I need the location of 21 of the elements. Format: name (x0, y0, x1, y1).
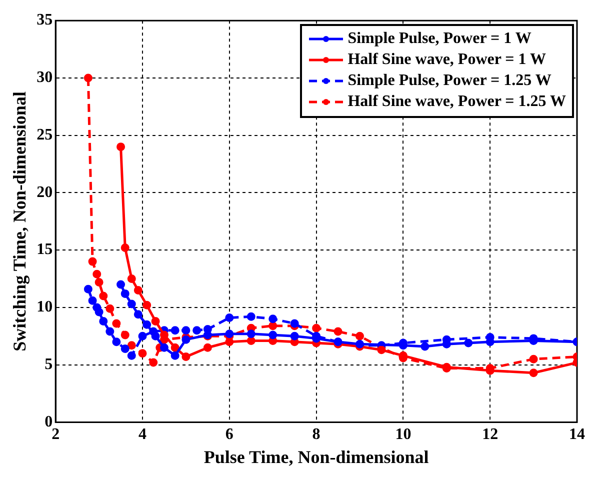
x-tick-label: 10 (395, 426, 412, 443)
y-tick-label: 10 (36, 298, 53, 316)
y-axis-title: Switching Time, Non-dimensional (9, 91, 30, 352)
y-tick-label: 30 (36, 69, 53, 86)
y-tick-label: 35 (36, 12, 53, 29)
x-tick-label: 14 (569, 426, 585, 443)
x-tick-label: 2 (52, 426, 60, 443)
legend-label: Half Sine wave, Power = 1 W (348, 51, 546, 70)
legend-label: Simple Pulse, Power = 1 W (348, 30, 532, 48)
y-tick-label: 15 (36, 241, 53, 258)
y-tick-label: 20 (36, 184, 53, 201)
y-tick-label: 0 (44, 413, 53, 430)
legend-label: Simple Pulse, Power = 1.25 W (348, 72, 552, 90)
x-tick-label: 6 (225, 426, 234, 443)
x-tick-label: 12 (482, 426, 498, 443)
x-tick-label: 8 (312, 426, 320, 443)
y-tick-label: 25 (36, 126, 53, 144)
legend-label: Half Sine wave, Power = 1.25 W (348, 93, 566, 112)
y-tick-label: 5 (44, 356, 53, 373)
x-tick-label: 4 (138, 426, 146, 443)
x-axis-title: Pulse Time, Non-dimensional (204, 446, 429, 467)
